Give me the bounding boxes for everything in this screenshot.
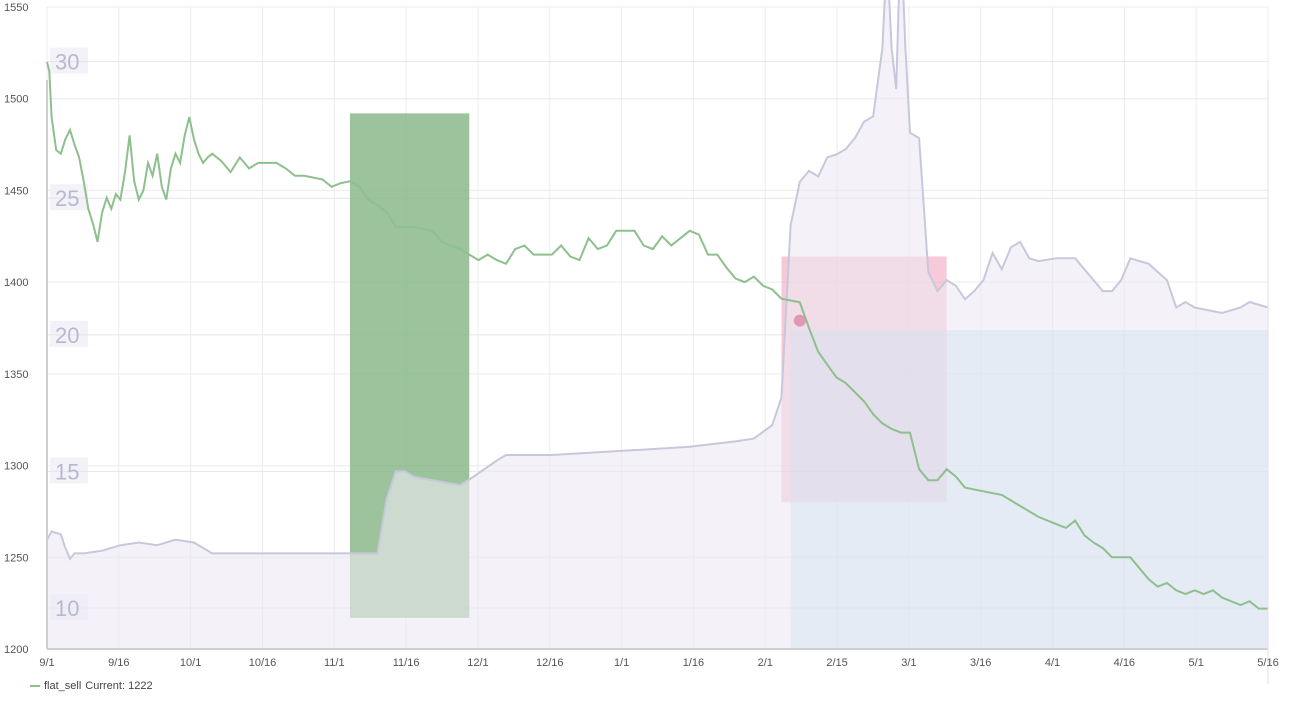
y2-tick-label: 30 [55, 50, 79, 75]
x-tick-label: 11/1 [324, 657, 345, 669]
y-tick-label: 1400 [4, 277, 28, 289]
legend-current-value: Current: 1222 [85, 680, 153, 692]
x-tick-label: 1/16 [683, 657, 704, 669]
legend[interactable]: flat_sell Current: 1222 [30, 680, 153, 692]
y2-tick-label: 10 [55, 596, 79, 621]
x-tick-label: 12/1 [467, 657, 488, 669]
x-tick-label: 2/1 [758, 657, 773, 669]
y-tick-label: 1300 [4, 461, 28, 473]
y-tick-label: 1350 [4, 369, 28, 381]
y-tick-label: 1500 [4, 94, 28, 106]
x-tick-label: 4/16 [1114, 657, 1135, 669]
y2-tick-bg [50, 320, 88, 347]
x-tick-label: 5/16 [1257, 657, 1278, 669]
y-tick-label: 1450 [4, 185, 28, 197]
x-tick-label: 11/16 [393, 657, 420, 669]
y2-tick-label: 25 [55, 186, 79, 211]
series-lines [46, 0, 1269, 649]
x-tick-label: 2/15 [826, 657, 847, 669]
y2-tick-bg [50, 457, 88, 484]
x-tick-label: 4/1 [1045, 657, 1060, 669]
tick-labels: 1200 1250 1300 1350 1400 1450 1500 1550 9/1 9/16 1… [4, 2, 1279, 669]
x-tick-label: 5/1 [1189, 657, 1204, 669]
x-tick-label: 9/1 [39, 657, 54, 669]
x-tick-label: 9/16 [108, 657, 129, 669]
y-tick-label: 1250 [4, 552, 28, 564]
legend-series-name: flat_sell [44, 680, 82, 692]
flat-sell-line [46, 61, 1268, 610]
y-tick-label: 1550 [4, 2, 28, 14]
y2-tick-bg [50, 184, 88, 211]
axes [46, 80, 1269, 684]
y2-tick-bg [50, 47, 88, 74]
legend-swatch-icon [30, 685, 40, 687]
x-tick-label: 1/1 [614, 657, 629, 669]
y2-tick-label: 15 [55, 459, 79, 484]
x-tick-label: 3/1 [901, 657, 916, 669]
y-tick-label: 1200 [4, 644, 28, 656]
hover-marker [793, 314, 806, 327]
secondary-area [47, 0, 1268, 649]
secondary-line [46, 0, 1269, 561]
x-tick-label: 12/16 [536, 657, 564, 669]
x-tick-label: 10/16 [249, 657, 277, 669]
x-tick-label: 10/1 [180, 657, 201, 669]
x-tick-label: 3/16 [970, 657, 991, 669]
y2-tick-label: 20 [55, 323, 79, 348]
